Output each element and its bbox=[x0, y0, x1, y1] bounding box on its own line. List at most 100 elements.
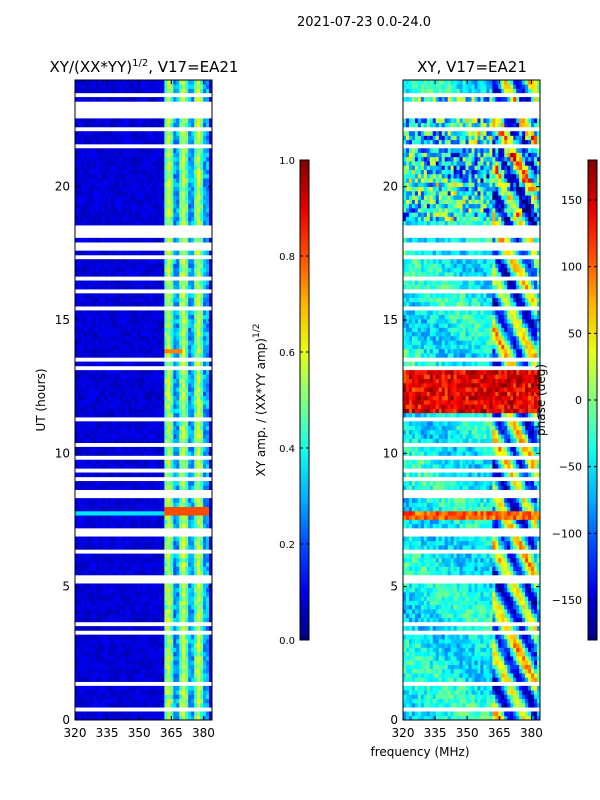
heatmap-cell bbox=[203, 263, 207, 269]
heatmap-cell bbox=[170, 237, 174, 243]
heatmap-cell bbox=[101, 502, 106, 508]
heatmap-cell bbox=[179, 673, 183, 678]
heatmap-cell bbox=[158, 540, 162, 546]
heatmap-cell bbox=[167, 425, 171, 431]
heatmap-cell bbox=[137, 566, 141, 572]
heatmap-cell bbox=[119, 212, 123, 217]
heatmap-cell bbox=[167, 557, 171, 563]
heatmap-cell bbox=[209, 208, 213, 213]
heatmap-cell bbox=[104, 570, 109, 576]
heatmap-cell bbox=[95, 161, 100, 166]
heatmap-cell bbox=[161, 323, 165, 328]
heatmap-cell bbox=[206, 152, 210, 158]
heatmap-cell bbox=[167, 583, 171, 589]
heatmap-cell bbox=[86, 323, 91, 328]
heatmap-cell bbox=[173, 361, 177, 367]
heatmap-cell bbox=[188, 421, 192, 426]
heatmap-cell bbox=[134, 613, 138, 618]
heatmap-cell bbox=[113, 370, 118, 375]
heatmap-cell bbox=[110, 673, 115, 678]
heatmap-cell bbox=[152, 370, 156, 375]
heatmap-cell bbox=[131, 715, 135, 721]
heatmap-cell bbox=[188, 562, 192, 567]
heatmap-cell bbox=[116, 336, 121, 341]
heatmap-cell bbox=[125, 515, 129, 520]
heatmap-cell bbox=[155, 634, 159, 640]
heatmap-cell bbox=[77, 186, 82, 192]
heatmap-cell bbox=[95, 485, 100, 490]
heatmap-cell bbox=[98, 267, 103, 273]
heatmap-cell bbox=[155, 212, 159, 217]
heatmap-cell bbox=[194, 212, 198, 217]
heatmap-cell bbox=[122, 434, 126, 439]
heatmap-cell bbox=[80, 506, 85, 512]
heatmap-cell bbox=[173, 596, 177, 601]
heatmap-cell bbox=[77, 583, 82, 589]
heatmap-cell bbox=[128, 609, 132, 614]
heatmap-cell bbox=[197, 604, 201, 610]
heatmap-cell bbox=[197, 310, 201, 316]
heatmap-cell bbox=[128, 545, 132, 550]
heatmap-cell bbox=[203, 344, 207, 350]
heatmap-cell bbox=[113, 135, 118, 141]
heatmap-cell bbox=[83, 348, 88, 354]
heatmap-cell bbox=[140, 464, 144, 469]
heatmap-cell bbox=[113, 156, 118, 162]
heatmap-cell bbox=[203, 498, 207, 503]
heatmap-cell bbox=[158, 400, 162, 405]
heatmap-cell bbox=[155, 208, 159, 213]
heatmap-cell bbox=[119, 301, 123, 307]
heatmap-cell bbox=[116, 634, 121, 640]
heatmap-cell bbox=[164, 587, 168, 593]
heatmap-cell bbox=[143, 715, 147, 721]
heatmap-cell bbox=[173, 638, 177, 644]
heatmap-cell bbox=[179, 515, 183, 520]
heatmap-cell bbox=[107, 331, 112, 337]
heatmap-cell bbox=[107, 148, 112, 153]
heatmap-cell bbox=[104, 583, 109, 589]
heatmap-cell bbox=[77, 400, 82, 405]
heatmap-cell bbox=[149, 638, 153, 644]
heatmap-cell bbox=[77, 715, 82, 721]
heatmap-cell bbox=[119, 656, 123, 661]
heatmap-cell bbox=[203, 203, 207, 209]
heatmap-cell bbox=[110, 472, 115, 478]
heatmap-cell bbox=[119, 609, 123, 614]
heatmap-cell bbox=[128, 272, 132, 277]
heatmap-cell bbox=[143, 434, 147, 439]
heatmap-cell bbox=[146, 472, 150, 478]
heatmap-cell bbox=[104, 199, 109, 205]
heatmap-cell bbox=[140, 660, 144, 665]
heatmap-cell bbox=[185, 429, 189, 435]
heatmap-cell bbox=[110, 161, 115, 166]
heatmap-cell bbox=[206, 711, 210, 717]
heatmap-cell bbox=[188, 502, 192, 508]
heatmap-cell bbox=[122, 515, 126, 520]
heatmap-cell bbox=[137, 553, 141, 559]
heatmap-cell bbox=[203, 536, 207, 542]
heatmap-cell bbox=[197, 400, 201, 405]
heatmap-cell bbox=[83, 570, 88, 576]
heatmap-cell bbox=[152, 267, 156, 273]
heatmap-cell bbox=[185, 498, 189, 503]
heatmap-cell bbox=[75, 613, 79, 618]
heatmap-cell bbox=[155, 702, 159, 708]
heatmap-cell bbox=[113, 566, 118, 572]
heatmap-cell bbox=[125, 694, 129, 700]
heatmap-cell bbox=[119, 284, 123, 290]
heatmap-cell bbox=[116, 173, 121, 179]
heatmap-cell bbox=[170, 459, 174, 465]
heatmap-cell bbox=[92, 272, 97, 277]
heatmap-cell bbox=[179, 173, 183, 179]
heatmap-cell bbox=[209, 536, 213, 542]
heatmap-cell bbox=[209, 412, 213, 418]
heatmap-cell bbox=[152, 139, 156, 145]
heatmap-cell bbox=[89, 412, 94, 418]
heatmap-cell bbox=[83, 139, 88, 145]
heatmap-cell bbox=[194, 656, 198, 661]
heatmap-cell bbox=[125, 336, 129, 341]
heatmap-cell bbox=[206, 378, 210, 384]
heatmap-cell bbox=[176, 425, 180, 431]
heatmap-cell bbox=[167, 284, 171, 290]
